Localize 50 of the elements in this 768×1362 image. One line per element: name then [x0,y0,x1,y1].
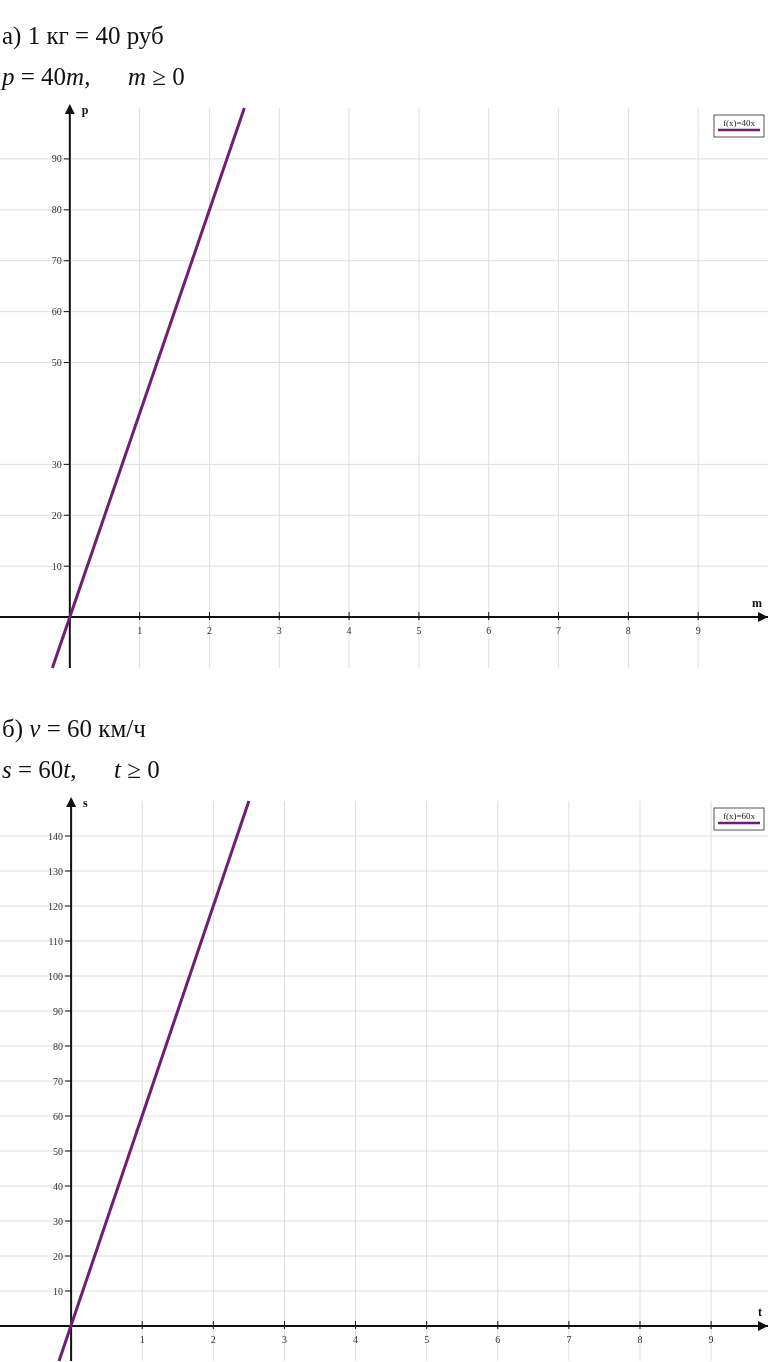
x-tick-label: 1 [137,625,143,637]
y-tick-label: 120 [48,900,64,912]
text: p = 40m, m ≥ 0 [2,63,185,90]
x-tick-label: 8 [625,625,631,637]
y-tick-label: 100 [48,970,64,982]
text: f(x)=40x [722,118,756,128]
y-tick-label: 90 [53,1005,64,1017]
y-tick-label: 60 [53,1110,64,1122]
y-tick-label: 50 [51,357,62,369]
y-axis-title: p [81,103,89,117]
x-tick-label: 2 [206,625,212,637]
y-axis-title: s [83,796,89,810]
y-tick-label: 70 [51,255,62,267]
y-tick-label: 90 [51,153,62,165]
y-tick-label: 40 [53,1180,64,1192]
y-tick-label: 110 [48,935,64,947]
x-tick-label: 4 [353,1334,359,1345]
x-tick-label: 6 [495,1334,501,1345]
chart-title: б) v = 60 км/ч [2,715,146,743]
chart-title: а) 1 кг = 40 руб [2,22,164,50]
y-tick-label: 140 [48,830,64,842]
x-tick-label: 7 [566,1334,572,1345]
x-tick-label: 8 [637,1334,643,1345]
text: f(x)=60x [722,811,756,821]
y-tick-label: 130 [48,865,64,877]
x-tick-label: 7 [556,625,562,637]
y-tick-label: 20 [53,1250,64,1262]
x-tick-label: 4 [346,625,352,637]
x-axis-title: m [752,596,762,611]
x-tick-label: 3 [281,1334,287,1345]
y-tick-label: 30 [53,1215,64,1227]
x-tick-label: 1 [139,1334,145,1345]
x-tick-label: 9 [708,1334,714,1345]
y-tick-label: 80 [51,204,62,216]
x-tick-label: 9 [695,625,701,637]
y-tick-label: 30 [51,458,62,470]
x-axis-title: t [758,1305,762,1319]
text: s = 60t, t ≥ 0 [2,756,160,783]
y-tick-label: 60 [51,306,62,318]
y-tick-label: 10 [51,560,62,572]
x-tick-label: 2 [210,1334,216,1345]
y-tick-label: 70 [53,1075,64,1087]
y-tick-label: 80 [53,1040,64,1052]
x-tick-label: 5 [424,1334,430,1345]
x-tick-label: 6 [486,625,492,637]
y-tick-label: 10 [53,1285,64,1297]
x-tick-label: 3 [276,625,282,637]
x-tick-label: 5 [416,625,422,637]
y-tick-label: 50 [53,1145,64,1157]
y-tick-label: 20 [51,509,62,521]
